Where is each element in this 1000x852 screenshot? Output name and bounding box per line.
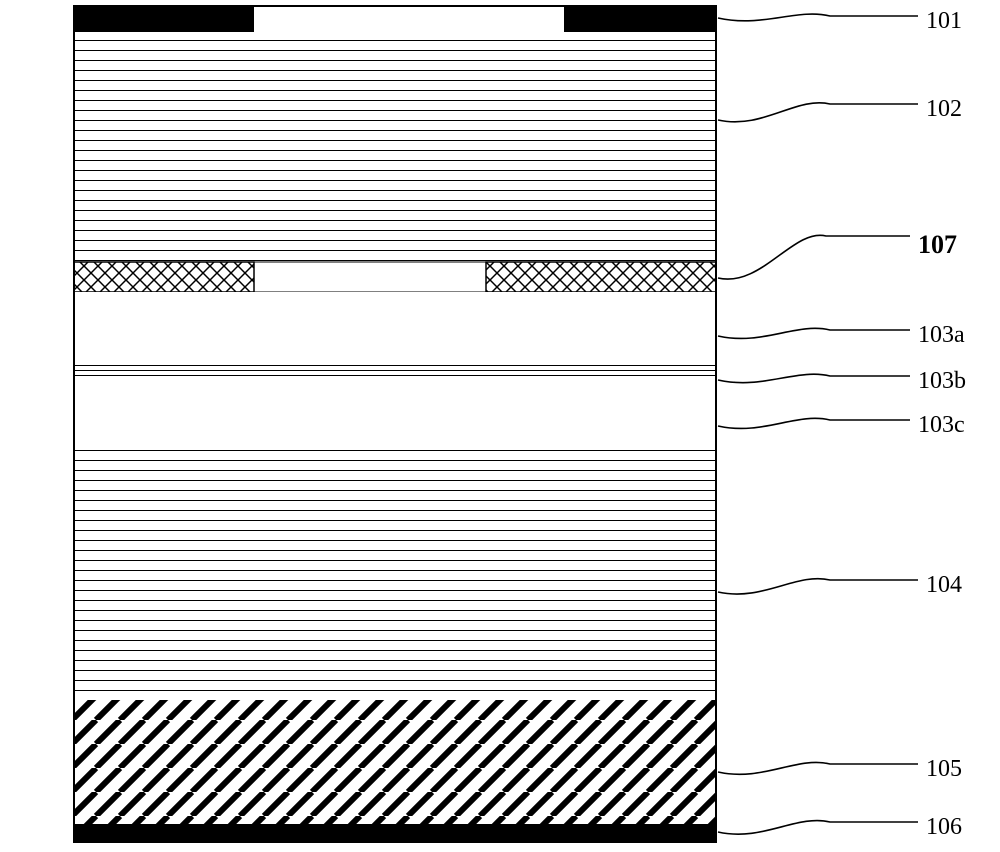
callout-label-107: 107 (918, 230, 957, 260)
callout-label-106: 106 (926, 814, 962, 841)
layer-stack-svg (0, 0, 1000, 852)
callout-label-101: 101 (926, 8, 962, 35)
callout-label-105: 105 (926, 756, 962, 783)
callout-label-103a: 103a (918, 322, 965, 349)
callout-label-103b: 103b (918, 368, 966, 395)
callout-label-104: 104 (926, 572, 962, 599)
diagram-canvas: 101 102 107 103a 103b 103c 104 105 106 (0, 0, 1000, 852)
callout-label-103c: 103c (918, 412, 965, 439)
callout-label-102: 102 (926, 96, 962, 123)
